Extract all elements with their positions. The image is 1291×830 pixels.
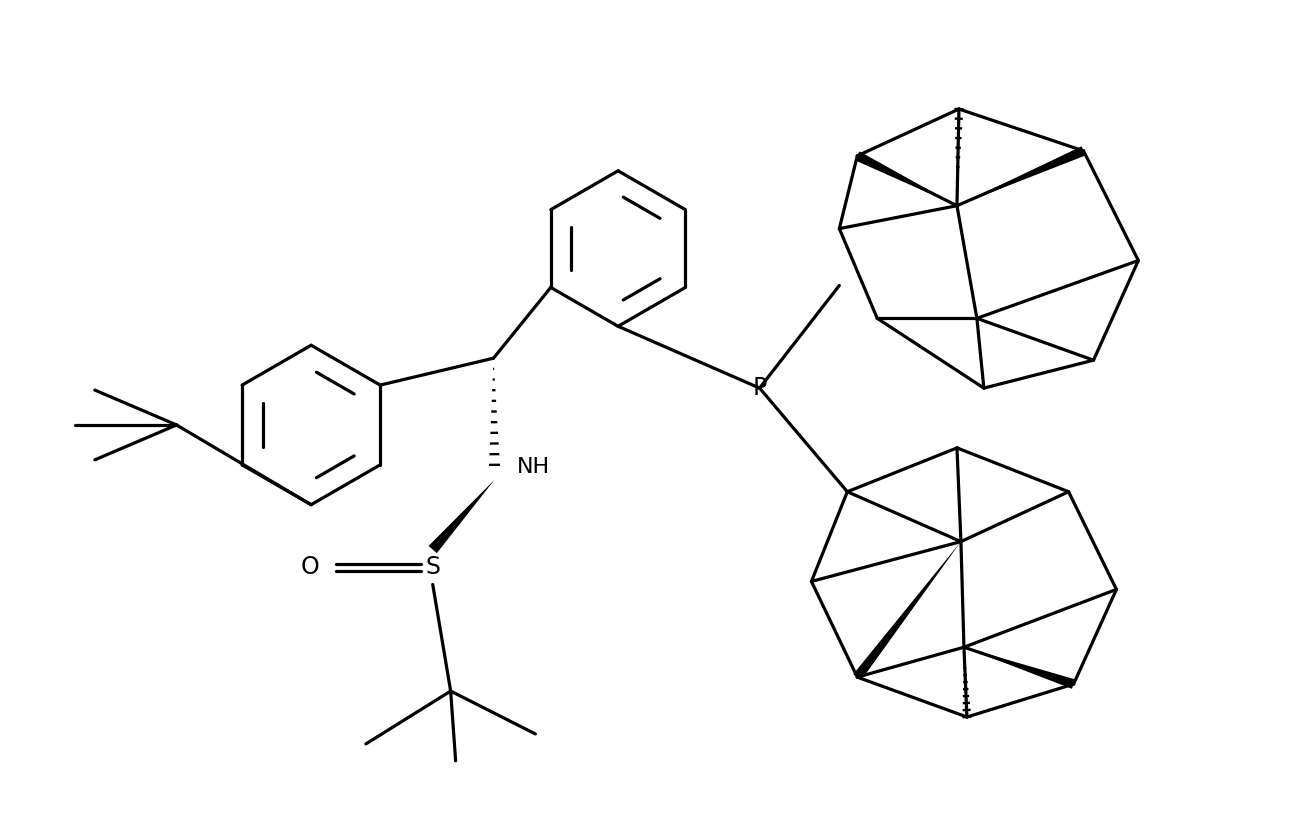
Polygon shape bbox=[429, 480, 494, 553]
Text: P: P bbox=[753, 376, 767, 400]
Polygon shape bbox=[853, 541, 961, 680]
Text: NH: NH bbox=[516, 457, 550, 476]
Text: O: O bbox=[301, 555, 319, 579]
Polygon shape bbox=[855, 151, 957, 206]
Polygon shape bbox=[957, 146, 1086, 206]
Polygon shape bbox=[964, 647, 1075, 689]
Text: S: S bbox=[425, 555, 440, 579]
